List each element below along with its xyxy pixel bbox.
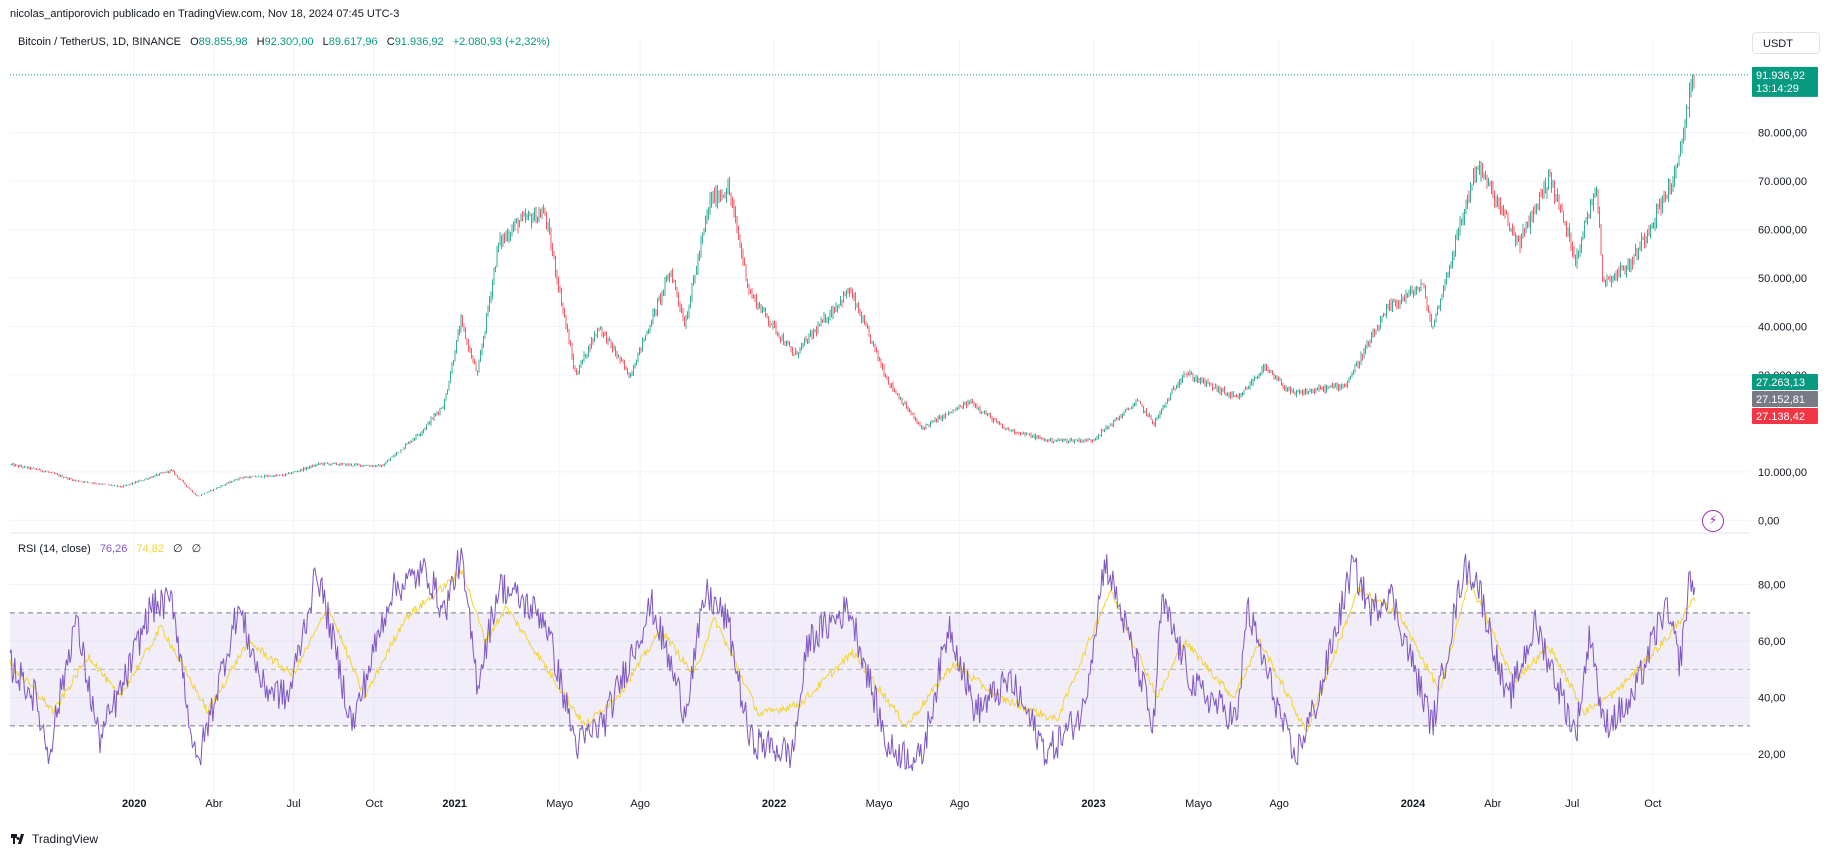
time-tick-label: Abr — [1484, 798, 1501, 810]
price-tick-label: 70.000,00 — [1758, 176, 1807, 188]
rsi-band — [10, 612, 1750, 727]
time-tick-label: 2023 — [1081, 798, 1105, 810]
tradingview-logo-icon — [11, 834, 24, 844]
gray-price-tag-bg — [1752, 391, 1818, 407]
time-tick-label: Ago — [1269, 798, 1289, 810]
rsi-line — [9, 547, 1696, 772]
green-price-tag-bg — [1752, 374, 1818, 390]
time-tick-label: Jul — [287, 798, 301, 810]
open-label: O — [190, 36, 199, 48]
currency-button[interactable]: USDT — [1752, 32, 1820, 54]
candles — [10, 74, 1750, 497]
price-tick-label: 80.000,00 — [1758, 128, 1807, 140]
time-tick-label: Mayo — [866, 798, 893, 810]
symbol-legend: Bitcoin / TetherUS, 1D, BINANCE O89.855,… — [18, 36, 556, 48]
price-tick-label: 10.000,00 — [1758, 467, 1807, 479]
time-tick-label: 2024 — [1401, 798, 1426, 810]
high-value: 92.300,00 — [264, 36, 314, 48]
change-value: +2.080,93 (+2,32%) — [452, 36, 550, 48]
last-price-tag-text: 91.936,92 — [1756, 70, 1805, 82]
time-tick-label: Mayo — [546, 798, 573, 810]
price-tick-label: 50.000,00 — [1758, 273, 1807, 285]
rsi-tick-label: 80,00 — [1758, 580, 1786, 592]
symbol-name[interactable]: Bitcoin / TetherUS, 1D, BINANCE — [18, 36, 182, 48]
time-tick-label: Abr — [205, 798, 222, 810]
red-price-tag-text: 27.138,42 — [1756, 411, 1805, 423]
rsi-empty-value-1: ∅ — [173, 543, 183, 555]
rsi-ma-value: 74,82 — [136, 543, 164, 555]
time-tick-label: Oct — [1644, 798, 1661, 810]
close-label: C — [386, 36, 395, 48]
rsi-tick-label: 20,00 — [1758, 749, 1786, 761]
price-axis[interactable]: 0,0010.000,0030.000,0040.000,0050.000,00… — [1758, 128, 1807, 761]
footer-brand[interactable]: TradingView — [10, 832, 98, 846]
low-label: L — [322, 36, 329, 48]
time-tick-label: Ago — [950, 798, 970, 810]
last-price-tag-text: 13:14:29 — [1756, 83, 1799, 95]
time-tick-label: Mayo — [1185, 798, 1212, 810]
red-price-tag-bg — [1752, 408, 1818, 424]
close-value: 91.936,92 — [394, 36, 444, 48]
time-tick-label: 2020 — [122, 798, 146, 810]
green-price-tag-text: 27.263,13 — [1756, 377, 1805, 389]
time-tick-label: 2021 — [442, 798, 466, 810]
rsi-tick-label: 60,00 — [1758, 636, 1786, 648]
open-value: 89.855,98 — [198, 36, 248, 48]
published-by: nicolas_antiporovich publicado en Tradin… — [10, 8, 400, 20]
time-axis[interactable]: 2020 Abr Jul Oct 2021 Mayo Ago 2022 Mayo Ago 2023 M… — [122, 798, 1661, 810]
price-tick-label: 60.000,00 — [1758, 225, 1807, 237]
rsi-tick-label: 40,00 — [1758, 693, 1786, 705]
price-tick-label: 40.000,00 — [1758, 321, 1807, 333]
lightning-icon[interactable]: ⚡ — [1702, 510, 1724, 532]
rsi-title[interactable]: RSI (14, close) — [18, 543, 91, 555]
footer-brand-label: TradingView — [32, 832, 99, 846]
low-value: 89.617,96 — [328, 36, 378, 48]
rsi-empty-value-2: ∅ — [191, 543, 202, 555]
time-tick-label: Oct — [366, 798, 383, 810]
price-tick-label: 0,00 — [1758, 515, 1779, 527]
high-label: H — [256, 36, 265, 48]
last-price-tag-bg — [1752, 66, 1818, 97]
rsi-value: 76,26 — [99, 543, 128, 555]
time-tick-label: 2022 — [762, 798, 786, 810]
time-tick-label: Ago — [630, 798, 650, 810]
rsi-legend: RSI (14, close) 76,26 74,82 ∅ ∅ — [18, 542, 207, 555]
gray-price-tag-text: 27.152,81 — [1756, 394, 1805, 406]
rsi-lines — [9, 547, 1696, 772]
time-tick-label: Jul — [1565, 798, 1579, 810]
rsi-ma-line — [9, 569, 1696, 733]
